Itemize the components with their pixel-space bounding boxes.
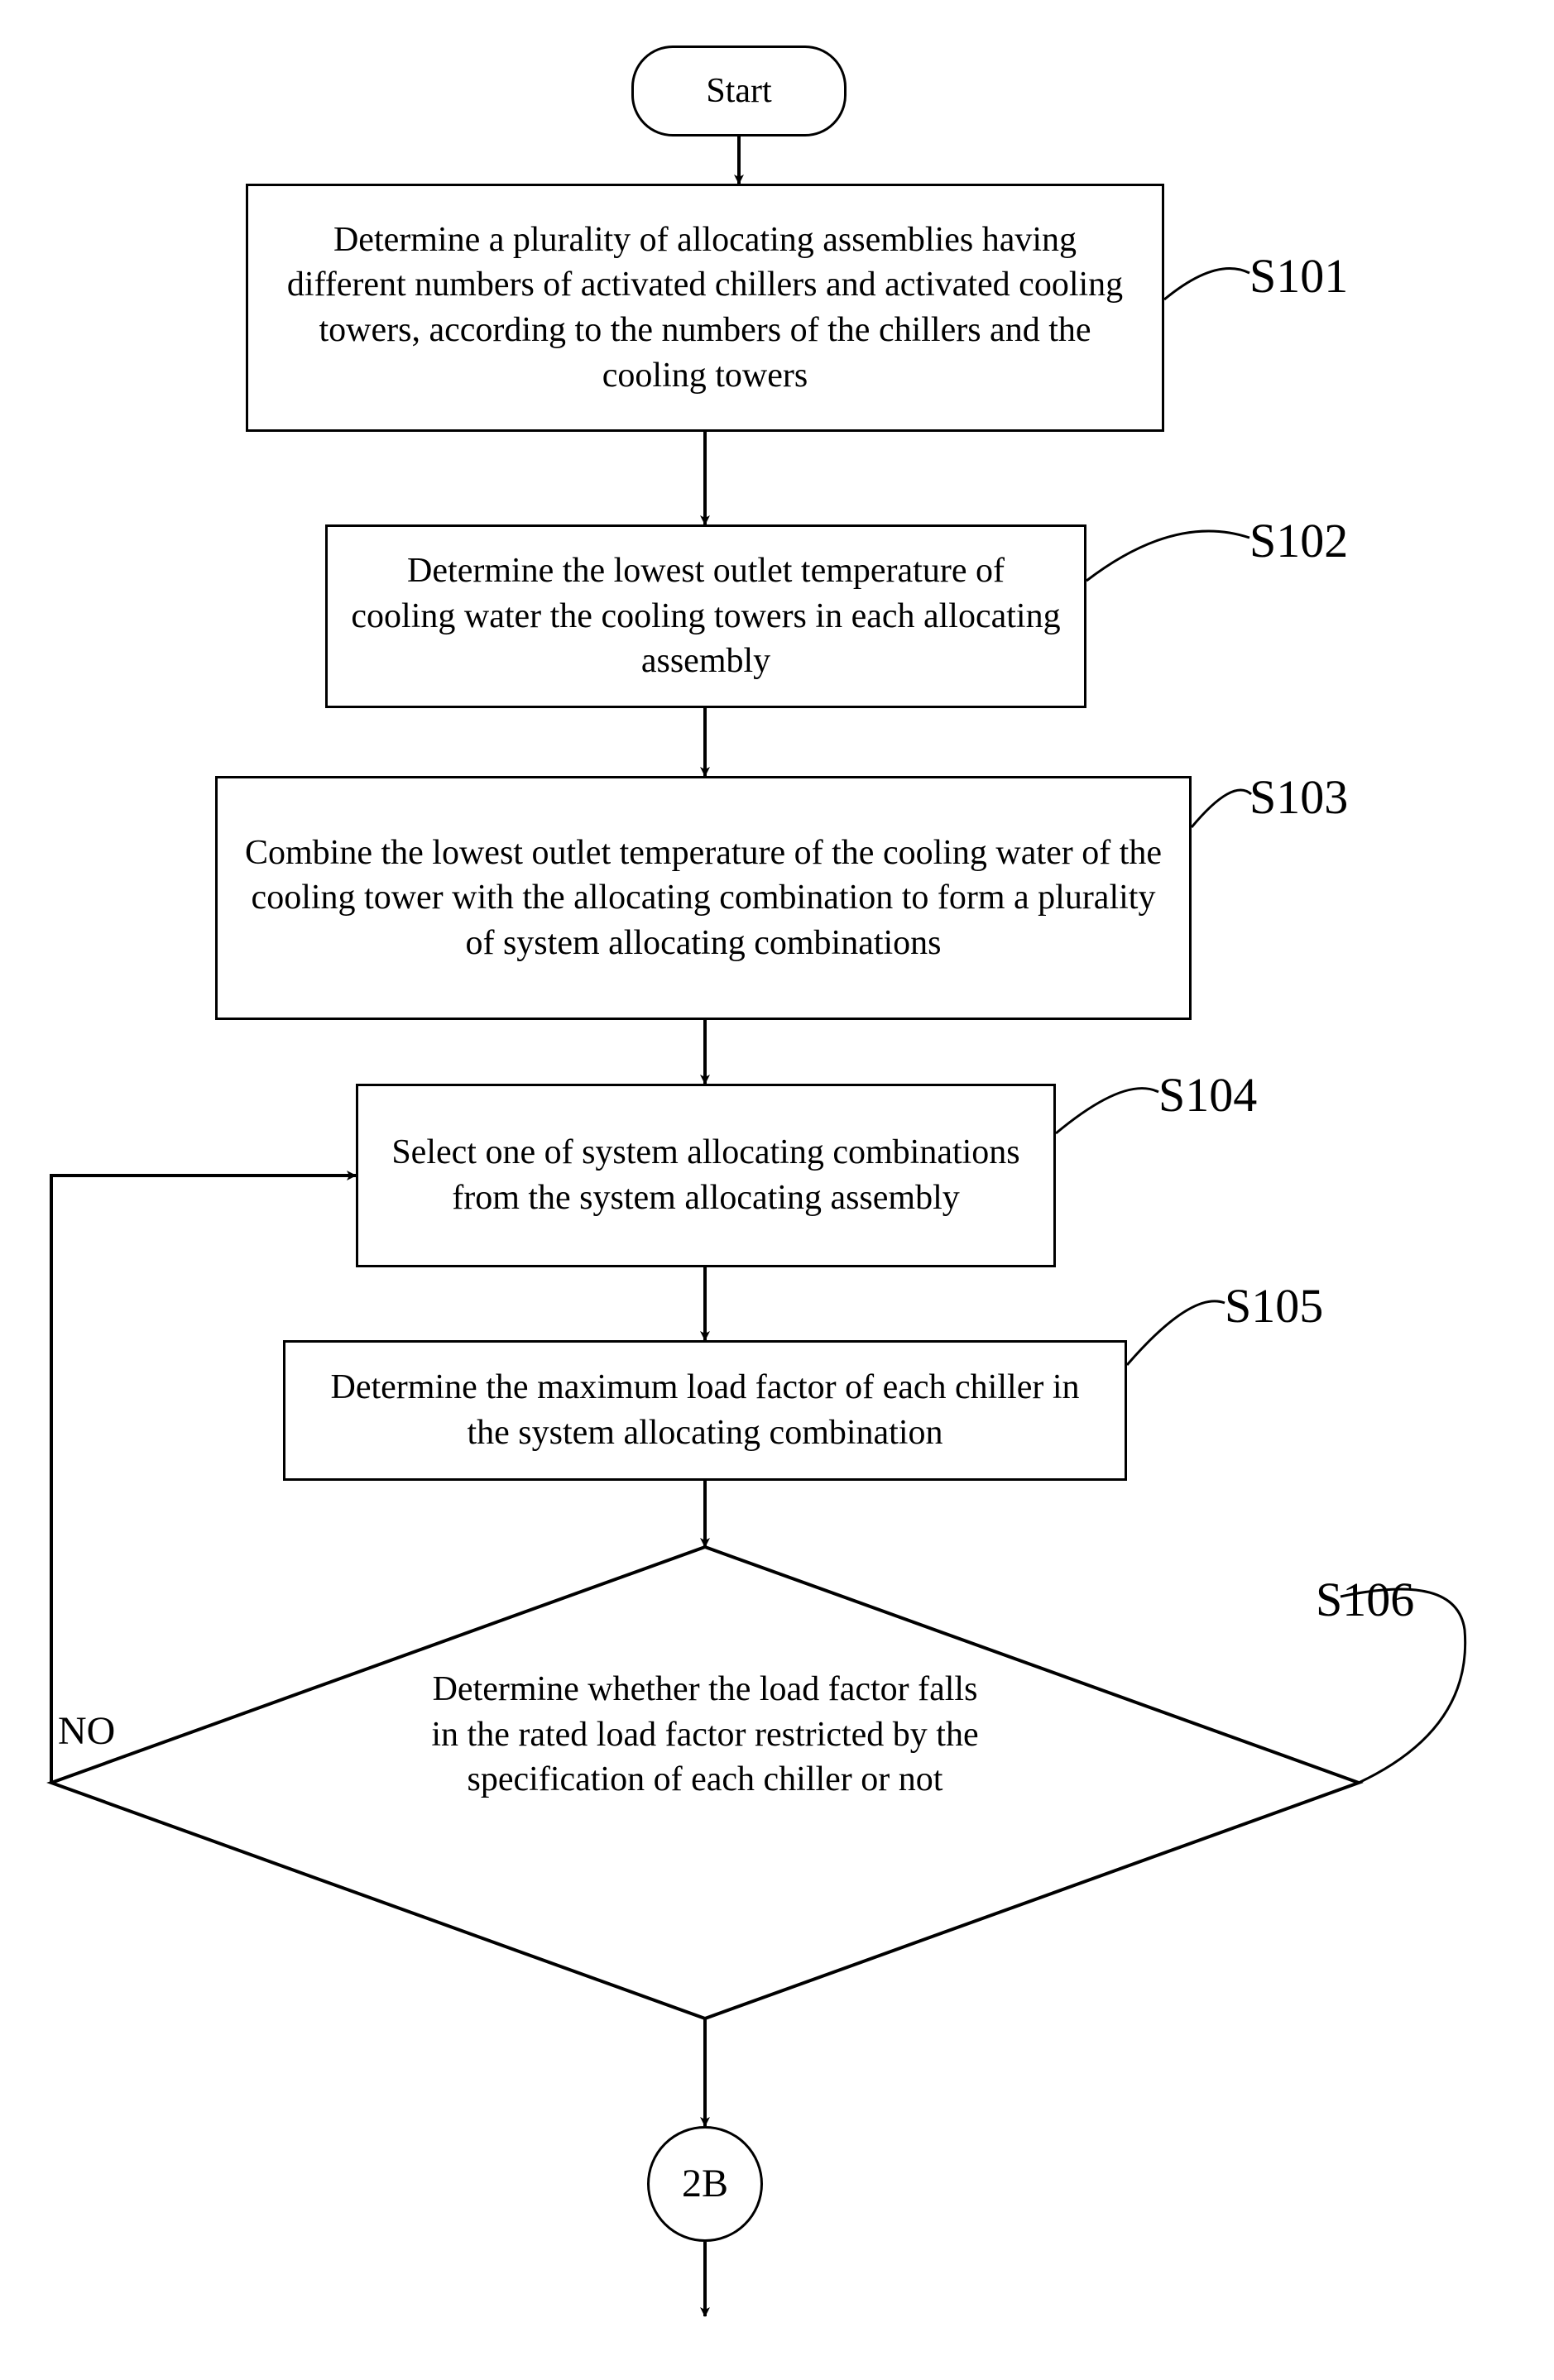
- step-s101: Determine a plurality of allocating asse…: [246, 184, 1164, 432]
- step-s104: Select one of system allocating combinat…: [356, 1084, 1056, 1267]
- step-s102: Determine the lowest outlet temperature …: [325, 524, 1086, 708]
- label-s102: S102: [1249, 513, 1348, 568]
- connector-2b: 2B: [647, 2126, 763, 2242]
- decision-s106-text: Determine whether the load factor falls …: [430, 1667, 980, 1803]
- label-s106: S106: [1316, 1572, 1414, 1627]
- start-node: Start: [631, 45, 847, 136]
- step-s103: Combine the lowest outlet temperature of…: [215, 776, 1192, 1020]
- label-s103: S103: [1249, 769, 1348, 825]
- label-s101: S101: [1249, 248, 1348, 304]
- edge-label-no: NO: [58, 1708, 115, 1754]
- label-s104: S104: [1158, 1067, 1257, 1123]
- step-s105: Determine the maximum load factor of eac…: [283, 1340, 1127, 1481]
- label-s105: S105: [1225, 1278, 1323, 1334]
